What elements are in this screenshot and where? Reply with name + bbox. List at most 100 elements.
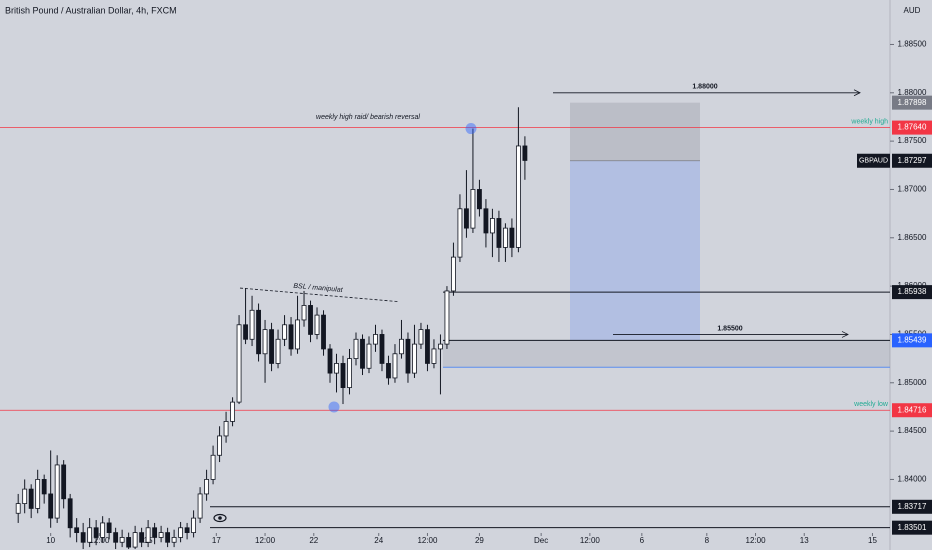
candle-body [457, 208, 463, 258]
candle-body [35, 479, 41, 509]
stop-label-box [892, 95, 932, 110]
level-label: 1.87640 [898, 123, 927, 132]
x-tick-label: 8 [705, 536, 710, 545]
candle-body [54, 464, 60, 519]
level-label-box [892, 520, 932, 535]
candle-body [353, 338, 359, 360]
y-tick-label: 1.84500 [898, 426, 927, 435]
y-tick-label: 1.88500 [898, 40, 927, 49]
y-tick-label: 1.86500 [898, 233, 927, 242]
stop-zone [570, 102, 700, 161]
y-tick-label: 1.87000 [898, 185, 927, 194]
candle-body [152, 527, 158, 538]
y-tick-label: 1.87500 [898, 136, 927, 145]
candle-body [165, 532, 171, 543]
trendline [239, 287, 399, 302]
price-label-box [892, 153, 932, 168]
y-tick-label: 1.88000 [898, 88, 927, 97]
candle-body [444, 290, 450, 345]
level-label-box [892, 499, 932, 514]
candle-body [210, 454, 216, 480]
candle-body [360, 338, 365, 369]
candle-body [230, 401, 235, 422]
level-label: 1.83501 [898, 523, 927, 532]
candle-body [119, 537, 125, 543]
x-tick-label: 15 [868, 536, 877, 545]
candle-body [93, 527, 99, 538]
candle-body [522, 145, 528, 161]
candle-body [470, 189, 476, 229]
candle-body [15, 503, 21, 514]
candle-body [158, 532, 164, 538]
arrow-head [853, 89, 861, 97]
x-tick-label: 13 [800, 536, 809, 545]
price-label: 1.87297 [898, 156, 927, 165]
candle-body [366, 343, 372, 369]
candle-body [204, 479, 209, 495]
annotation: weekly high raid/ bearish reversal [316, 114, 420, 121]
x-tick-label: 6 [640, 536, 645, 545]
candle-body [197, 493, 203, 519]
level-label: 1.85439 [898, 335, 927, 344]
level-note: weekly high [850, 118, 888, 125]
candle-body [139, 532, 145, 543]
currency-label: AUD [904, 6, 921, 15]
candle-body [249, 309, 255, 340]
stop-label: 1.87898 [898, 98, 927, 107]
candle-body [418, 329, 424, 345]
level-label-box [892, 403, 932, 418]
y-tick-label: 1.84000 [898, 475, 927, 484]
arrow-head [841, 331, 849, 338]
candle-body [483, 208, 489, 234]
level-label: 1.83717 [898, 502, 927, 511]
level-label-box [892, 285, 932, 300]
x-tick-label: 12:00 [255, 536, 276, 545]
candle-body [334, 363, 339, 374]
candle-body [496, 218, 502, 248]
candle-body [392, 353, 398, 379]
candle-body [327, 348, 333, 374]
candle-body [288, 324, 294, 350]
candle-body [28, 488, 34, 509]
arrow-label: 1.85500 [717, 325, 742, 332]
candle-body [145, 527, 151, 543]
candle-body [438, 343, 443, 350]
x-tick-label: 12:00 [417, 536, 438, 545]
candle-body [451, 256, 456, 292]
level-label: 1.84716 [898, 405, 927, 414]
x-tick-label: 24 [374, 536, 383, 545]
candle-body [61, 464, 67, 500]
y-tick-label: 1.85000 [898, 378, 927, 387]
x-tick-label: 29 [475, 536, 484, 545]
candle-body [132, 532, 138, 548]
eye-icon [213, 513, 227, 523]
x-tick-label: Dec [534, 536, 548, 545]
candle-body [184, 527, 190, 534]
x-tick-label: 12:00 [580, 536, 601, 545]
candle-body [275, 338, 281, 364]
candle-body [295, 319, 300, 350]
marker [328, 401, 340, 413]
marker [465, 123, 477, 135]
target-zone [570, 160, 700, 341]
candle-body [126, 537, 132, 548]
candle-body [100, 522, 106, 538]
candle-body [171, 537, 177, 543]
level-label-box [892, 333, 932, 348]
candle-body [509, 227, 515, 248]
level-label-box [892, 120, 932, 135]
x-tick-label: 17 [212, 536, 221, 545]
arrow-label: 1.88000 [692, 84, 717, 91]
symbol-label: GBPAUD [859, 158, 888, 165]
candle-body [379, 334, 385, 364]
candle-body [41, 479, 47, 495]
candle-body [503, 227, 508, 248]
candle-body [308, 305, 313, 335]
candle-body [490, 218, 495, 234]
level-label: 1.85938 [898, 287, 927, 296]
candle-body [431, 348, 437, 364]
candle-body [386, 363, 391, 379]
candle-body [405, 338, 411, 374]
